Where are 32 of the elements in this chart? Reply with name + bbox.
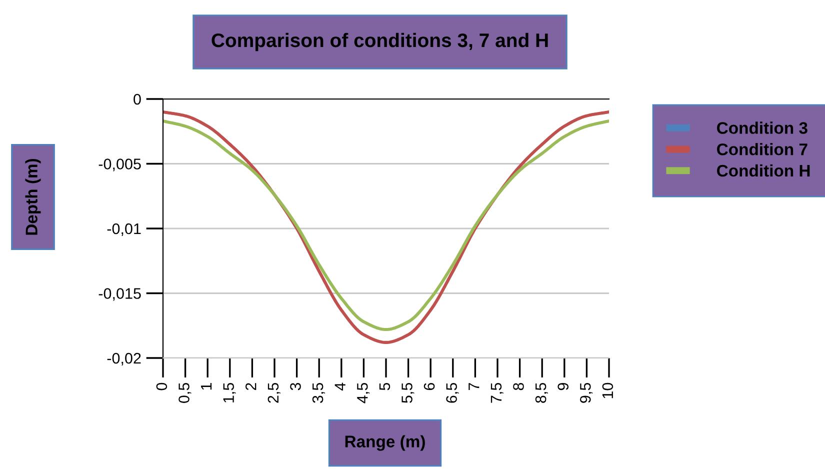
- x-tick-label: 5,5: [402, 382, 414, 403]
- legend-label: Condition 3: [717, 122, 808, 134]
- x-tick-label: 3: [290, 382, 301, 390]
- legend-label: Condition 7: [717, 143, 808, 156]
- x-tick-label: 7,5: [490, 382, 504, 403]
- x-tick-label: 8: [513, 382, 524, 390]
- x-tick-label: 5: [379, 382, 390, 390]
- x-tick-label: 4: [334, 382, 346, 390]
- x-tick-label: 6,5: [446, 382, 459, 403]
- x-tick-label: 1: [201, 383, 212, 390]
- y-tick-label: -0,015: [98, 288, 141, 301]
- x-tick-label: 3,5: [312, 382, 326, 403]
- x-tick-label: 2,5: [268, 382, 280, 403]
- x-tick-label: 9: [558, 383, 568, 390]
- x-tick-label: 8,5: [535, 382, 548, 403]
- x-tick-label: 0,5: [178, 382, 192, 403]
- x-tick-label: 10: [602, 382, 614, 398]
- y-tick-label: -0,02: [107, 352, 141, 366]
- legend-label: Condition H: [717, 164, 810, 177]
- y-tick-label: -0,01: [107, 223, 141, 236]
- x-tick-label: 7: [468, 383, 480, 390]
- x-tick-label: 4,5: [357, 382, 370, 404]
- y-tick-label: 0: [134, 94, 141, 105]
- chart-title: Comparison of conditions 3, 7 and H: [212, 32, 548, 52]
- x-tick-label: 2: [245, 383, 256, 390]
- y-tick-label: -0,005: [98, 158, 141, 172]
- x-tick-label: 6: [424, 382, 435, 390]
- x-tick-label: 9,5: [580, 382, 593, 403]
- x-axis-title: Range (m): [345, 435, 425, 451]
- x-tick-label: 0: [156, 382, 168, 390]
- x-tick-label: 1,5: [223, 382, 236, 402]
- y-axis-title: Depth (m): [25, 158, 41, 235]
